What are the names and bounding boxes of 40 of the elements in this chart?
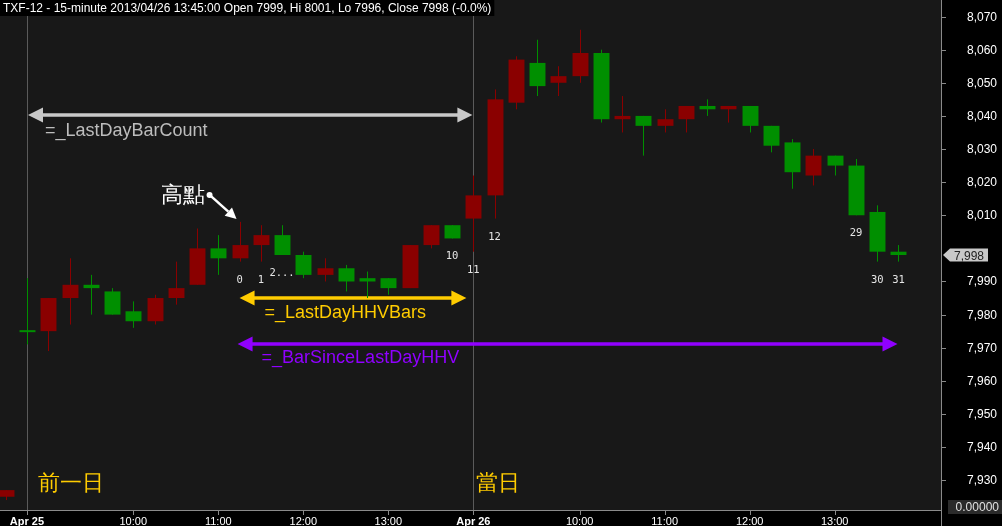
y-tick-label: 8,020 xyxy=(966,175,998,190)
annotation: =_BarSinceLastDayHHV xyxy=(261,347,460,368)
annotation: 高點 xyxy=(160,182,205,208)
annotation: 當日 xyxy=(476,469,521,495)
text: 1 xyxy=(257,272,264,285)
x-tick-label: 13:00 xyxy=(820,515,849,526)
text: 31 xyxy=(892,272,905,285)
y-tick-label: 8,070 xyxy=(966,9,998,24)
x-tick-label: 11:00 xyxy=(651,515,679,526)
y-tick-label: 7,940 xyxy=(966,440,998,455)
text: 29 xyxy=(849,226,863,239)
chart-title: TXF-12 - 15-minute 2013/04/26 13:45:00 Open 7999, Hi 8001, Lo 7996, Close 7998 (-0.0%) xyxy=(3,1,492,15)
y-tick-label: 8,050 xyxy=(966,75,998,90)
text: 30 xyxy=(870,272,884,285)
text: 12 xyxy=(488,229,501,242)
annotation: =_LastDayBarCount xyxy=(45,120,208,141)
y-tick-label: 8,060 xyxy=(966,42,998,57)
y-tick-label: 8,030 xyxy=(966,142,998,157)
y-tick-label: 8,040 xyxy=(966,108,998,123)
annotation: 前一日 xyxy=(38,469,104,495)
x-tick-label: 11:00 xyxy=(204,515,232,526)
x-tick-label: 12:00 xyxy=(735,515,764,526)
text: 10 xyxy=(445,249,459,262)
text: 0.00000 xyxy=(955,500,1000,514)
text: 0 xyxy=(236,272,243,285)
y-tick-label: 7,950 xyxy=(966,406,998,421)
y-tick-label: 7,980 xyxy=(966,307,998,322)
text: 7,998 xyxy=(953,248,985,263)
y-tick-label: 7,990 xyxy=(966,274,998,289)
annotation: =_LastDayHHVBars xyxy=(264,302,427,323)
x-tick-label: 13:00 xyxy=(374,515,403,526)
y-tick-label: 8,010 xyxy=(966,208,998,223)
y-tick-label: 7,930 xyxy=(966,473,998,488)
x-tick-label: 10:00 xyxy=(565,515,594,526)
text: 2... xyxy=(269,266,295,278)
y-tick-label: 7,960 xyxy=(966,373,998,388)
y-tick-label: 7,970 xyxy=(966,340,998,355)
x-tick-label: 12:00 xyxy=(289,515,318,526)
x-tick-label: 10:00 xyxy=(119,515,148,526)
text: 11 xyxy=(467,262,480,275)
